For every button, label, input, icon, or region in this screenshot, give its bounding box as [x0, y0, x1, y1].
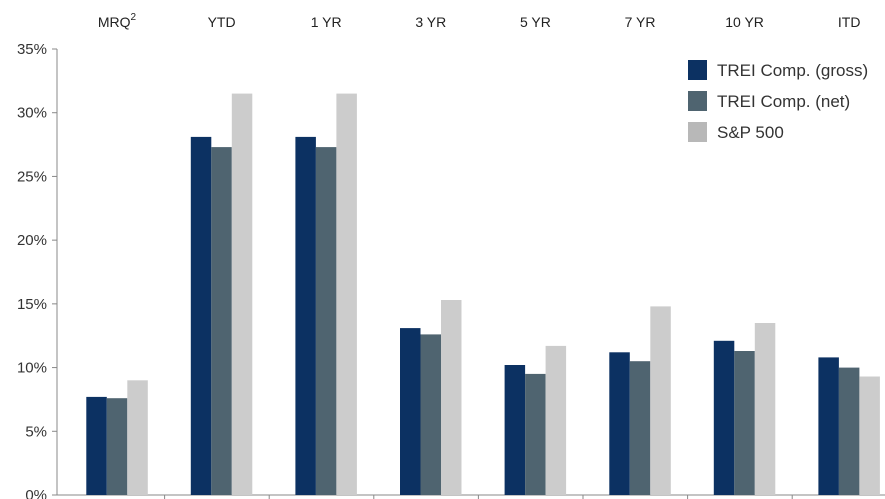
bar-s-p-500-ytd: [231, 93, 253, 495]
y-tick-label: 35%: [17, 41, 47, 58]
bar-trei-comp-gross-itd: [818, 357, 839, 495]
bar-trei-comp-gross-mrq: [86, 396, 107, 495]
category-superscript: 2: [131, 12, 137, 23]
bar-trei-comp-gross-1-yr: [295, 136, 316, 495]
bar-trei-comp-gross-3-yr: [400, 328, 421, 495]
category-label-text: 5 YR: [520, 14, 551, 30]
legend-label: TREI Comp. (gross): [717, 61, 868, 80]
category-label: ITD: [838, 14, 861, 30]
bar-trei-comp-net-3-yr: [420, 334, 441, 495]
bar-trei-comp-net-itd: [838, 367, 860, 495]
bar-s-p-500-7-yr: [650, 306, 671, 495]
bar-trei-comp-net-5-yr: [525, 373, 546, 495]
category-labels: MRQ2 YTD 1 YR 3 YR 5 YR 7 YR 10 YR ITD: [98, 12, 861, 30]
x-axis: [57, 494, 885, 499]
category-label-text: YTD: [208, 14, 236, 30]
y-tick-label: 15%: [17, 296, 47, 313]
bar-trei-comp-net-10-yr: [734, 351, 755, 495]
y-tick-label: 5%: [25, 423, 47, 440]
legend-label: S&P 500: [717, 123, 784, 142]
bar-s-p-500-mrq: [127, 380, 148, 495]
bar-s-p-500-5-yr: [545, 345, 567, 495]
category-label-text: 3 YR: [415, 14, 446, 30]
category-label: YTD: [208, 14, 236, 30]
bars: [86, 93, 880, 495]
bar-s-p-500-10-yr: [754, 323, 776, 495]
bar-s-p-500-1-yr: [336, 93, 357, 495]
bar-trei-comp-net-mrq: [106, 398, 128, 495]
category-label: 7 YR: [625, 14, 656, 30]
legend: TREI Comp. (gross) TREI Comp. (net) S&P 50…: [688, 60, 868, 142]
category-label: 3 YR: [415, 14, 446, 30]
y-axis: 0% 5% 10% 15% 20% 25% 30% 35%: [17, 41, 58, 499]
legend-swatch: [688, 91, 707, 111]
bar-trei-comp-net-ytd: [211, 147, 232, 495]
category-label-text: ITD: [838, 14, 861, 30]
category-label-text: MRQ: [98, 14, 131, 30]
legend-swatch: [688, 60, 707, 80]
bar-trei-comp-gross-10-yr: [713, 340, 735, 495]
bar-s-p-500-itd: [859, 376, 880, 495]
y-tick-label: 20%: [17, 232, 47, 249]
category-label-text: 10 YR: [725, 14, 764, 30]
bar-trei-comp-net-1-yr: [315, 147, 337, 495]
legend-swatch: [688, 122, 707, 142]
category-label-text: 1 YR: [311, 14, 342, 30]
category-label: 10 YR: [725, 14, 764, 30]
y-tick-label: 10%: [17, 360, 47, 377]
category-label: 1 YR: [311, 14, 342, 30]
y-tick-label: 25%: [17, 168, 47, 185]
bar-trei-comp-gross-5-yr: [504, 365, 526, 495]
bar-trei-comp-gross-7-yr: [609, 352, 630, 495]
bar-trei-comp-gross-ytd: [190, 136, 212, 495]
category-label: MRQ2: [98, 12, 137, 30]
y-tick-label: 0%: [25, 487, 47, 499]
y-tick-label: 30%: [17, 105, 47, 122]
category-label: 5 YR: [520, 14, 551, 30]
legend-label: TREI Comp. (net): [717, 92, 850, 111]
category-label-text: 7 YR: [625, 14, 656, 30]
bar-trei-comp-net-7-yr: [629, 361, 651, 495]
bar-s-p-500-3-yr: [441, 300, 462, 495]
